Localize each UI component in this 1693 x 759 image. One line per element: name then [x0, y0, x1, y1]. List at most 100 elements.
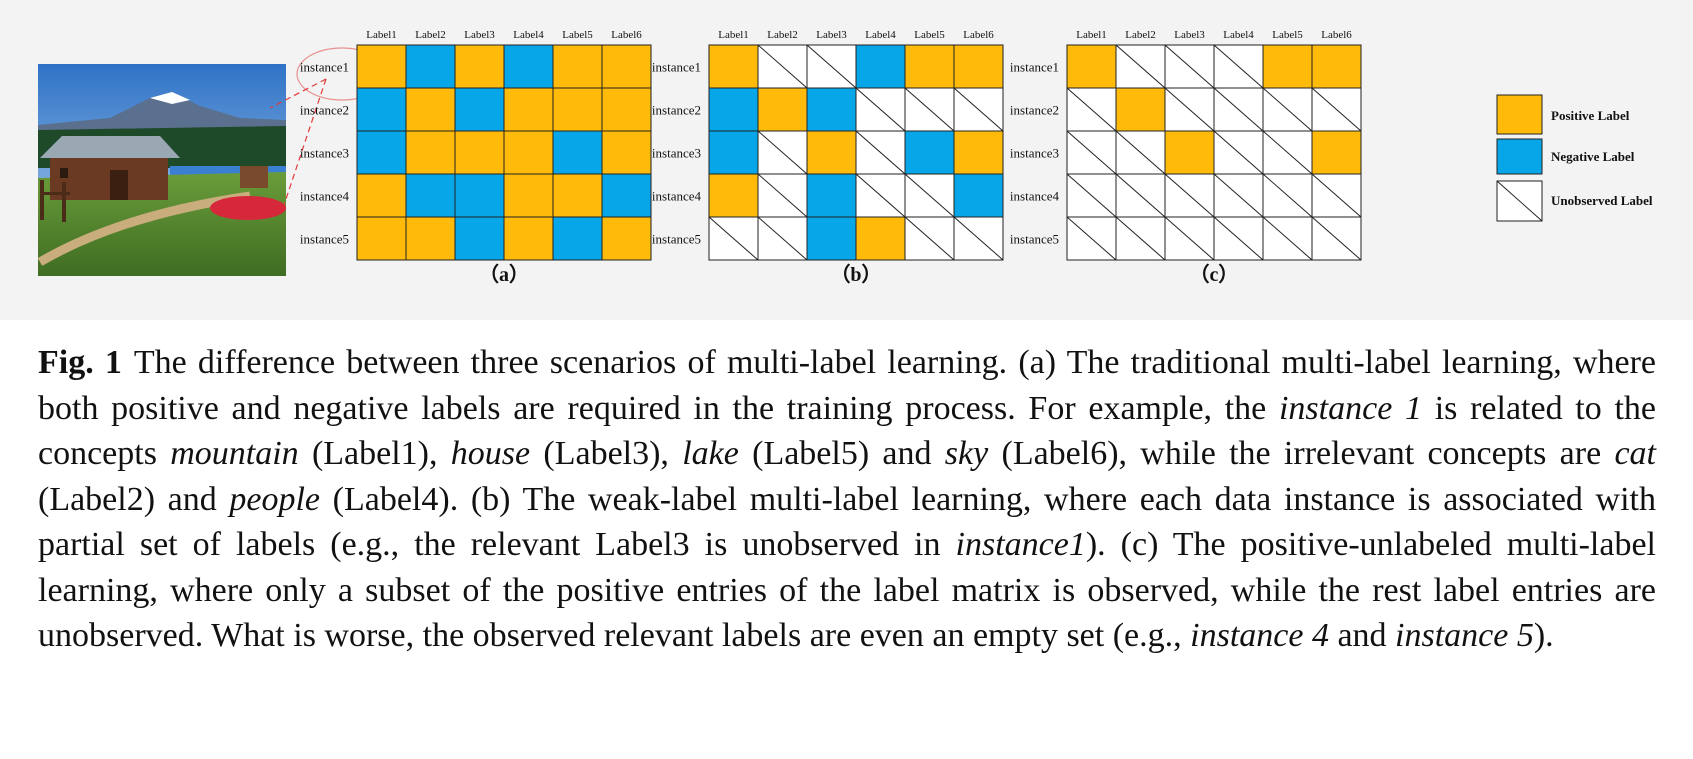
legend-unobserved-text: Unobserved Label	[1551, 193, 1653, 208]
row-header-instance: instance2	[300, 103, 349, 118]
matrix-cell-negative	[405, 44, 456, 89]
unobserved-diagonal	[806, 44, 857, 89]
matrix-cell-negative	[601, 173, 652, 218]
column-header-label: Label3	[1174, 29, 1205, 41]
column-header-label: Label5	[1272, 29, 1303, 41]
figure-number: Fig. 1	[38, 344, 122, 381]
unobserved-diagonal	[855, 173, 906, 218]
matrix-cell-positive	[503, 87, 554, 132]
legend-positive-swatch	[1496, 94, 1543, 135]
column-header-label: Label5	[562, 29, 593, 41]
caption-italic-term: lake	[682, 435, 739, 472]
caption-text: (Label1),	[298, 435, 451, 472]
unobserved-diagonal	[1066, 173, 1117, 218]
row-header-instance: instance3	[1010, 146, 1059, 161]
column-header-label: Label2	[415, 29, 446, 41]
matrix-cell-positive	[601, 44, 652, 89]
panel-c: Label1 Label2 Label3 Label4 Label5 Label6 inst…	[1010, 29, 1362, 286]
row-header-instance: instance3	[652, 146, 701, 161]
unobserved-diagonal	[1066, 87, 1117, 132]
matrix-cell-positive	[1262, 44, 1313, 89]
caption-text: (Label2) and	[38, 480, 230, 518]
row-header-instance: instance5	[1010, 232, 1059, 247]
unobserved-diagonal	[757, 216, 808, 261]
caption-italic-term: people	[229, 480, 321, 518]
unobserved-diagonal	[1115, 130, 1166, 175]
matrix-cell-negative	[552, 216, 603, 261]
matrix-cell-positive	[356, 216, 407, 261]
matrix-cell-positive	[708, 44, 759, 89]
unobserved-diagonal	[708, 216, 759, 261]
caption-text: (Label6), while the irrelevant concepts …	[988, 435, 1615, 472]
unobserved-diagonal	[953, 87, 1004, 132]
matrix-cell-positive	[1066, 44, 1117, 89]
caption-italic-term: cat	[1614, 435, 1657, 472]
matrix-cell-positive	[405, 130, 456, 175]
panel-b: Label1 Label2 Label3 Label4 Label5 Label6 inst…	[652, 29, 1004, 286]
unobserved-diagonal	[1213, 130, 1264, 175]
unobserved-diagonal	[1262, 87, 1313, 132]
panel-letter: （b）	[830, 263, 881, 286]
column-header-label: Label3	[464, 29, 495, 41]
matrix-cell-positive	[953, 130, 1004, 175]
column-header-label: Label6	[611, 29, 642, 41]
caption-text: (Label5) and	[738, 435, 945, 472]
matrix-cell-positive	[356, 173, 407, 218]
matrix-cell-positive	[1311, 130, 1362, 175]
matrix-cell-positive	[1115, 87, 1166, 132]
matrix-cell-negative	[855, 44, 906, 89]
unobserved-diagonal	[1164, 173, 1215, 218]
column-header-label: Label6	[963, 29, 994, 41]
matrix-cell-positive	[806, 130, 857, 175]
row-header-instance: instance5	[300, 232, 349, 247]
column-header-label: Label4	[1223, 29, 1254, 41]
callout-line	[283, 78, 327, 206]
landscape-photo	[37, 64, 286, 276]
caption-italic-term: instance 1	[1278, 389, 1422, 427]
column-header-label: Label5	[914, 29, 945, 41]
unobserved-diagonal	[1262, 216, 1313, 261]
unobserved-diagonal	[1311, 216, 1362, 261]
matrix-cell-negative	[356, 87, 407, 132]
matrix-cell-negative	[953, 173, 1004, 218]
unobserved-diagonal	[757, 173, 808, 218]
column-header-label: Label2	[1125, 29, 1156, 41]
caption-italic-term: mountain	[170, 435, 299, 472]
column-header-label: Label4	[513, 29, 544, 41]
callout-line	[269, 78, 327, 109]
label-matrix-panels: Label1 Label2 Label3 Label4 Label5 Label6 inst…	[300, 29, 1362, 286]
figure-caption: Fig. 1 The difference between three scena…	[38, 340, 1656, 659]
caption-italic-term: instance1	[955, 526, 1086, 563]
unobserved-diagonal	[1066, 216, 1117, 261]
matrix-cell-positive	[601, 216, 652, 261]
matrix-cell-positive	[454, 44, 505, 89]
caption-italic-term: house	[450, 435, 531, 472]
unobserved-diagonal	[757, 44, 808, 89]
unobserved-diagonal	[1115, 216, 1166, 261]
matrix-cell-positive	[552, 44, 603, 89]
unobserved-diagonal	[1311, 173, 1362, 218]
row-header-instance: instance4	[300, 189, 350, 204]
caption-text: ). (c) The positive-unlabeled multi-labe…	[38, 526, 1656, 654]
row-header-instance: instance1	[1010, 60, 1059, 75]
column-header-label: Label1	[366, 29, 397, 41]
caption-text: (Label3),	[530, 435, 683, 472]
unobserved-diagonal	[953, 216, 1004, 261]
column-header-label: Label4	[865, 29, 896, 41]
matrix-cell-negative	[454, 216, 505, 261]
matrix-cell-positive	[356, 44, 407, 89]
matrix-cell-positive	[757, 87, 808, 132]
unobserved-diagonal	[1262, 130, 1313, 175]
unobserved-diagonal	[1311, 87, 1362, 132]
column-header-label: Label1	[1076, 29, 1107, 41]
unobserved-diagonal	[855, 130, 906, 175]
unobserved-diagonal	[1213, 87, 1264, 132]
matrix-cell-negative	[806, 87, 857, 132]
matrix-cell-positive	[904, 44, 955, 89]
legend-positive-text: Positive Label	[1551, 108, 1630, 123]
figure-canvas: Label1 Label2 Label3 Label4 Label5 Label6 inst…	[0, 0, 1693, 320]
unobserved-diagonal	[1115, 44, 1166, 89]
matrix-cell-positive	[708, 173, 759, 218]
panel-letter: （a）	[479, 263, 529, 286]
matrix-cell-positive	[503, 173, 554, 218]
